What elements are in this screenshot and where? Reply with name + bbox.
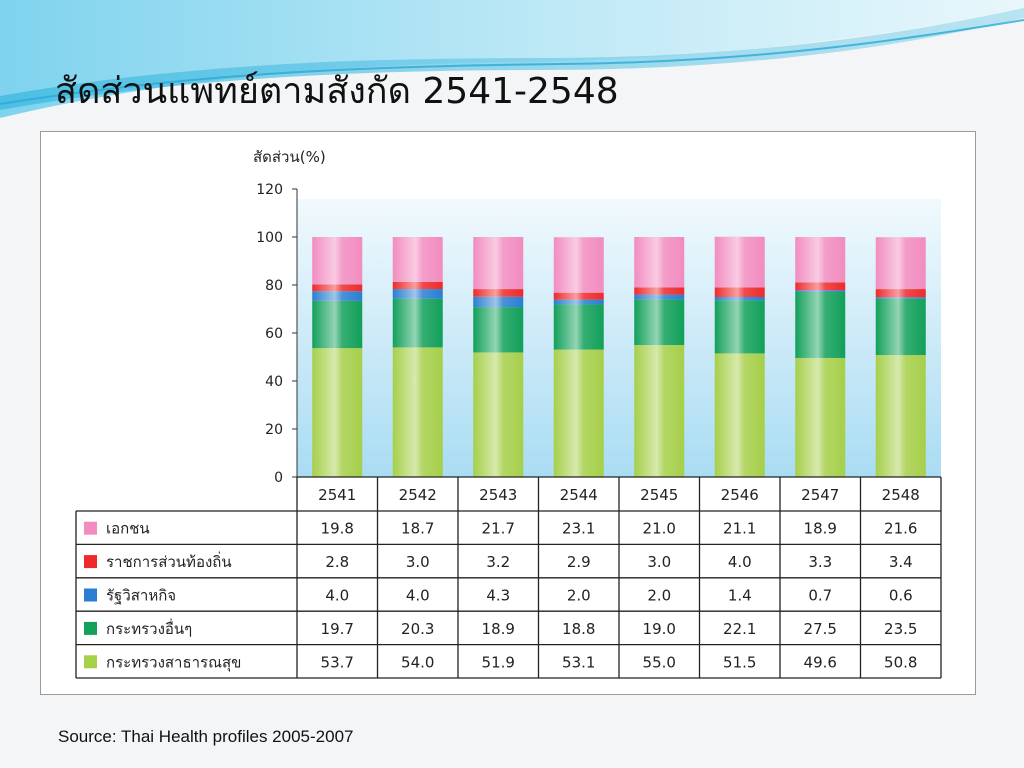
table-value: 22.1 <box>723 620 756 638</box>
category-label: 2543 <box>479 486 517 504</box>
table-value: 23.1 <box>562 520 595 538</box>
bar-highlight <box>392 237 443 477</box>
legend-label: เอกชน <box>106 520 150 538</box>
bar-highlight <box>553 237 604 477</box>
chart-frame: 0 20 40 60 80 100 120 สัดส่วน(%) 2541 2542 2543 25… <box>40 131 976 695</box>
legend-swatch <box>84 655 97 669</box>
table-value: 2.0 <box>567 587 591 605</box>
y-tick-label: 80 <box>265 278 283 294</box>
legend-label: ราชการส่วนท้องถิ่น <box>106 551 232 571</box>
table-value: 18.9 <box>804 520 837 538</box>
table-value: 19.8 <box>321 520 354 538</box>
header-wave-line <box>0 19 1024 105</box>
table-value: 53.1 <box>562 653 595 671</box>
table-value: 2.9 <box>567 553 591 571</box>
table-value: 18.8 <box>562 620 595 638</box>
table-value: 51.5 <box>723 653 756 671</box>
y-axis-label: สัดส่วน(%) <box>253 148 326 166</box>
bar-highlight <box>714 236 765 477</box>
category-label: 2544 <box>560 486 598 504</box>
table-value: 3.2 <box>486 553 510 571</box>
table-value: 19.0 <box>643 620 676 638</box>
header-wave-dark <box>0 8 1024 110</box>
table-value: 54.0 <box>401 653 434 671</box>
category-label: 2542 <box>399 486 437 504</box>
table-value: 55.0 <box>643 653 676 671</box>
table-value: 0.7 <box>808 587 832 605</box>
legend-label: กระทรวงอื่นๆ <box>106 618 192 638</box>
table-value: 49.6 <box>804 653 837 671</box>
table-value: 4.0 <box>406 587 430 605</box>
source-note: Source: Thai Health profiles 2005-2007 <box>58 727 354 746</box>
y-tick-label: 120 <box>256 182 283 198</box>
table-value: 21.7 <box>482 520 515 538</box>
table-value: 20.3 <box>401 620 434 638</box>
y-tick-label: 20 <box>265 422 283 438</box>
y-tick-label: 100 <box>256 230 283 246</box>
table-value: 27.5 <box>804 620 837 638</box>
stacked-bar-chart: 0 20 40 60 80 100 120 สัดส่วน(%) 2541 2542 2543 25… <box>75 148 942 679</box>
table-value: 51.9 <box>482 653 515 671</box>
table-value: 2.0 <box>647 587 671 605</box>
bar-highlight <box>312 237 363 477</box>
legend-label: กระทรวงสาธารณสุข <box>106 653 241 672</box>
table-value: 0.6 <box>889 587 913 605</box>
y-tick-label: 60 <box>265 326 283 342</box>
table-value: 18.9 <box>482 620 515 638</box>
table-value: 21.6 <box>884 520 917 538</box>
y-tick-label: 40 <box>265 374 283 390</box>
legend-swatch <box>84 521 97 535</box>
table-value: 50.8 <box>884 653 917 671</box>
page-title: สัดส่วนแพทย์ตามสังกัด 2541-2548 <box>55 71 619 112</box>
bar-highlight <box>634 237 685 477</box>
table-value: 21.0 <box>643 520 676 538</box>
table-value: 18.7 <box>401 520 434 538</box>
table-value: 4.0 <box>325 587 349 605</box>
table-value: 3.0 <box>647 553 671 571</box>
table-value: 1.4 <box>728 587 752 605</box>
category-label: 2546 <box>721 486 759 504</box>
bar-highlight <box>795 237 846 477</box>
table-value: 21.1 <box>723 520 756 538</box>
table-value: 3.3 <box>808 553 832 571</box>
category-label: 2541 <box>318 486 356 504</box>
legend-swatch <box>84 588 97 602</box>
bar-highlight <box>875 237 926 477</box>
category-label: 2545 <box>640 486 678 504</box>
table-value: 3.0 <box>406 553 430 571</box>
table-value: 4.3 <box>486 587 510 605</box>
category-label: 2547 <box>801 486 839 504</box>
table-value: 23.5 <box>884 620 917 638</box>
bar-highlight <box>473 237 524 477</box>
legend-swatch <box>84 555 97 569</box>
table-value: 19.7 <box>321 620 354 638</box>
table-value: 4.0 <box>728 553 752 571</box>
category-label: 2548 <box>882 486 920 504</box>
table-value: 3.4 <box>889 553 913 571</box>
legend-swatch <box>84 621 97 635</box>
table-value: 53.7 <box>321 653 354 671</box>
y-tick-label: 0 <box>274 470 283 486</box>
table-value: 2.8 <box>325 553 349 571</box>
legend-label: รัฐวิสาหกิจ <box>106 587 176 605</box>
